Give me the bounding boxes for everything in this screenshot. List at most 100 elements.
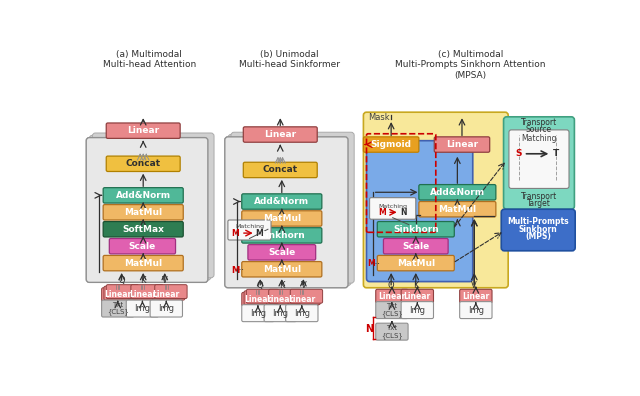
Text: MatMul: MatMul: [263, 214, 301, 223]
Text: V: V: [472, 281, 477, 290]
Text: Q: Q: [388, 281, 394, 290]
Text: Linear: Linear: [404, 292, 431, 301]
Text: MatMul: MatMul: [124, 259, 163, 268]
Text: K: K: [140, 276, 146, 286]
Text: Img: Img: [272, 308, 288, 318]
Text: N: N: [365, 324, 374, 334]
FancyBboxPatch shape: [228, 220, 271, 240]
FancyBboxPatch shape: [90, 135, 211, 280]
FancyBboxPatch shape: [401, 289, 433, 303]
FancyBboxPatch shape: [104, 286, 136, 300]
FancyBboxPatch shape: [126, 300, 159, 317]
FancyBboxPatch shape: [225, 137, 348, 288]
Text: Scale: Scale: [268, 248, 296, 257]
FancyBboxPatch shape: [106, 285, 139, 299]
FancyBboxPatch shape: [419, 202, 496, 217]
FancyBboxPatch shape: [364, 137, 419, 152]
FancyBboxPatch shape: [152, 286, 185, 300]
FancyBboxPatch shape: [242, 292, 274, 306]
FancyBboxPatch shape: [103, 221, 183, 237]
Text: Img: Img: [134, 304, 150, 313]
FancyBboxPatch shape: [103, 255, 183, 271]
FancyBboxPatch shape: [102, 288, 134, 302]
FancyBboxPatch shape: [291, 289, 323, 303]
Text: Q: Q: [257, 281, 264, 290]
FancyBboxPatch shape: [129, 286, 161, 300]
Text: M: M: [367, 259, 375, 268]
FancyBboxPatch shape: [131, 285, 163, 299]
Text: Linear: Linear: [267, 295, 294, 304]
FancyBboxPatch shape: [285, 305, 318, 322]
FancyBboxPatch shape: [248, 245, 316, 260]
FancyBboxPatch shape: [106, 123, 180, 138]
FancyBboxPatch shape: [86, 137, 208, 282]
FancyBboxPatch shape: [376, 323, 408, 340]
FancyBboxPatch shape: [103, 188, 183, 203]
Text: V: V: [301, 281, 306, 290]
FancyBboxPatch shape: [378, 255, 454, 271]
Text: Img: Img: [158, 304, 174, 313]
Text: Txt
{CLS}: Txt {CLS}: [107, 302, 129, 316]
FancyBboxPatch shape: [242, 228, 322, 243]
Text: Linear: Linear: [462, 292, 490, 301]
FancyBboxPatch shape: [376, 289, 408, 303]
FancyBboxPatch shape: [243, 162, 317, 178]
FancyBboxPatch shape: [102, 300, 134, 317]
Text: Mask: Mask: [368, 113, 390, 122]
Text: MatMul: MatMul: [263, 265, 301, 274]
Text: (MPS): (MPS): [525, 232, 551, 242]
FancyBboxPatch shape: [285, 292, 318, 306]
Text: N: N: [400, 208, 406, 217]
FancyBboxPatch shape: [383, 238, 448, 254]
FancyBboxPatch shape: [264, 292, 296, 306]
FancyBboxPatch shape: [155, 285, 187, 299]
Text: Img: Img: [294, 308, 310, 318]
Text: Linear: Linear: [446, 140, 478, 149]
Text: Matching: Matching: [378, 204, 407, 209]
FancyBboxPatch shape: [419, 185, 496, 200]
FancyBboxPatch shape: [460, 289, 492, 303]
FancyBboxPatch shape: [367, 141, 473, 282]
Text: Linear: Linear: [129, 290, 156, 299]
Text: (a) Multimodal
Multi-head Attention: (a) Multimodal Multi-head Attention: [103, 50, 196, 69]
Text: Linear: Linear: [127, 126, 159, 135]
Text: Matching: Matching: [235, 225, 264, 229]
FancyBboxPatch shape: [288, 291, 320, 305]
FancyBboxPatch shape: [501, 209, 575, 251]
Text: (c) Multimodal
Multi-Prompts Sinkhorn Attention
(MPSA): (c) Multimodal Multi-Prompts Sinkhorn At…: [396, 50, 546, 80]
Text: MatMul: MatMul: [438, 205, 476, 214]
Text: M: M: [232, 267, 240, 275]
Text: Concat: Concat: [262, 166, 298, 175]
Text: Img: Img: [468, 306, 484, 314]
Text: Q: Q: [118, 276, 125, 286]
Text: K: K: [413, 281, 419, 290]
Text: Concat: Concat: [125, 159, 161, 168]
FancyBboxPatch shape: [126, 288, 159, 302]
Text: M: M: [378, 208, 386, 217]
Text: K: K: [279, 281, 285, 290]
FancyBboxPatch shape: [246, 289, 279, 303]
FancyBboxPatch shape: [242, 211, 322, 226]
FancyBboxPatch shape: [242, 305, 274, 322]
FancyBboxPatch shape: [106, 156, 180, 171]
Text: Sinkhorn: Sinkhorn: [259, 231, 305, 240]
Text: Sinkhorn: Sinkhorn: [393, 225, 438, 234]
Text: Linear: Linear: [378, 292, 406, 301]
Text: Add&Norm: Add&Norm: [254, 197, 309, 206]
FancyBboxPatch shape: [401, 302, 433, 318]
FancyBboxPatch shape: [150, 288, 182, 302]
FancyBboxPatch shape: [264, 305, 296, 322]
FancyBboxPatch shape: [242, 262, 322, 277]
Text: Transport: Transport: [521, 192, 557, 202]
FancyBboxPatch shape: [86, 137, 208, 282]
Text: T: T: [553, 149, 559, 158]
Text: Sigmoid: Sigmoid: [371, 140, 412, 149]
Text: MatMul: MatMul: [397, 259, 435, 268]
Text: Multi-Prompts: Multi-Prompts: [508, 217, 569, 226]
Text: Linear: Linear: [244, 295, 271, 304]
Text: Scale: Scale: [129, 242, 156, 251]
FancyBboxPatch shape: [376, 302, 408, 318]
FancyBboxPatch shape: [460, 302, 492, 318]
Text: Add&Norm: Add&Norm: [116, 191, 171, 200]
FancyBboxPatch shape: [364, 112, 508, 288]
